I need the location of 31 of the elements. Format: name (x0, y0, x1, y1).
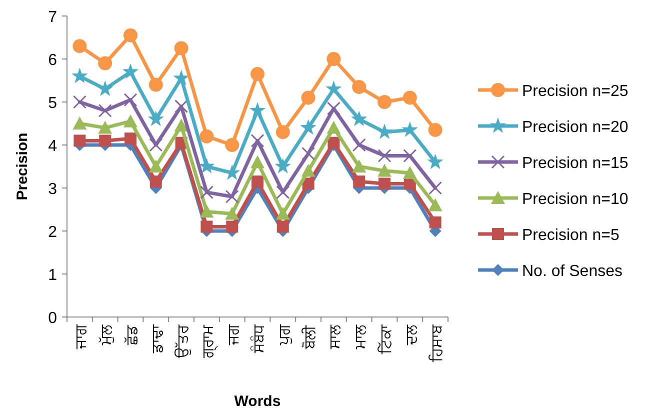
x-tick-label: ਗ੍ਰਾਮ (200, 324, 219, 359)
x-tick-label: ਜਗ (225, 324, 242, 346)
y-tick-label: 4 (48, 138, 58, 155)
y-tick-label: 7 (48, 9, 58, 26)
legend-label: Precision n=5 (522, 227, 620, 244)
y-tick-label: 0 (48, 310, 58, 327)
x-tick-label: ਮੁੱਲ (98, 324, 116, 346)
legend-label: Precision n=20 (522, 119, 628, 136)
x-tick-label: ਹਿਸਾਬ (428, 324, 446, 363)
x-tick-label: ਦਲ (402, 324, 420, 346)
y-tick-label: 1 (48, 267, 58, 284)
legend-label: No. of Senses (522, 263, 622, 280)
y-tick-label: 5 (48, 95, 58, 112)
x-tick-label: ਮਾਲ (352, 324, 370, 350)
x-tick-label: ਸਾਲ (326, 324, 344, 350)
legend-label: Precision n=10 (522, 191, 628, 208)
x-tick-label: ਉੱਤਰ (174, 324, 192, 359)
y-axis-title: Precision (14, 132, 31, 200)
y-tick-label: 3 (48, 181, 58, 198)
y-tick-label: 6 (48, 52, 58, 69)
y-tick-label: 2 (48, 224, 58, 241)
x-axis-title: Words (234, 393, 281, 410)
x-tick-label: ਜਾਗ (72, 324, 90, 350)
legend-label: Precision n=15 (522, 155, 628, 172)
x-tick-label: ਸੰਬੰਧ (250, 324, 268, 354)
x-tick-label: ਡਾਢਾ (148, 324, 166, 354)
x-tick-label: ਪੁਗ (276, 324, 293, 346)
x-tick-label: ਬੋਲੀ (301, 325, 318, 350)
x-tick-label: ਟਿੱਕਾ (378, 324, 394, 355)
x-tick-label: ਛੱਡ (124, 324, 140, 346)
legend-label: Precision n=25 (522, 83, 628, 100)
